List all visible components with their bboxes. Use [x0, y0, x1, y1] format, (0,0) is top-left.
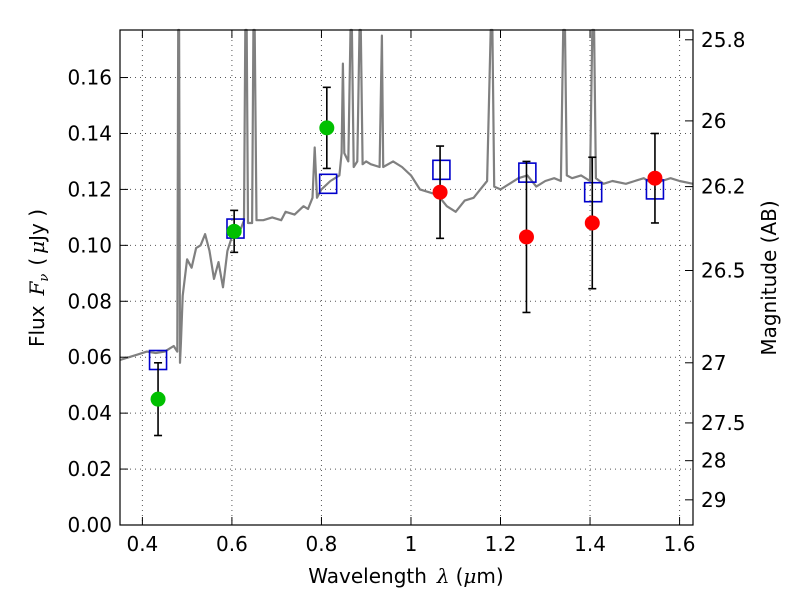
model-photometry-box-4 [518, 162, 537, 183]
y-axis-label: FluxFν(μJy ) [25, 209, 52, 347]
red-point-0 [432, 184, 448, 200]
model-photometry-box-5 [583, 181, 603, 203]
y-tick-label-3: 0.06 [67, 345, 112, 369]
red-point-1 [518, 229, 534, 245]
x-tick-label-5: 1.4 [574, 532, 606, 556]
green-point-1 [226, 223, 242, 239]
right-tick-label-3: 26.5 [701, 259, 746, 283]
plot-frame [119, 29, 694, 526]
red-point-3 [647, 170, 663, 186]
y-tick-label-6: 0.12 [67, 177, 112, 201]
x-tick-label-2: 0.8 [306, 532, 338, 556]
model-spectrum-line [119, 28, 694, 364]
y-tick-label-1: 0.02 [67, 457, 112, 481]
y-tick-label-5: 0.10 [67, 233, 112, 257]
x-tick-label-3: 1 [405, 532, 418, 556]
green-point-0 [150, 391, 166, 407]
right-tick-label-5: 27.5 [701, 411, 746, 435]
right-tick-label-7: 29 [701, 488, 726, 512]
x-tick-label-0: 0.4 [126, 532, 158, 556]
y-tick-label-7: 0.14 [67, 121, 112, 145]
model-photometry-box-2 [318, 173, 338, 195]
right-tick-label-1: 26 [701, 109, 726, 133]
x-tick-label-6: 1.6 [664, 532, 696, 556]
x-axis-label: Wavelength λ (μm) [308, 564, 503, 588]
y-tick-label-2: 0.04 [67, 401, 112, 425]
right-axis-label: Magnitude (AB) [757, 200, 781, 355]
x-tick-label-1: 0.6 [216, 532, 248, 556]
grid-lines [120, 30, 693, 525]
axis-ticks: 0.4 0.6 0.8 1 1.2 1.4 1.6 0.00 0.02 0.04 0.06 0.08 0… [67, 28, 745, 556]
data-layer [119, 28, 694, 437]
right-tick-label-2: 26.2 [701, 175, 746, 199]
right-tick-label-4: 27 [701, 351, 726, 375]
x-tick-label-4: 1.2 [485, 532, 517, 556]
right-tick-label-0: 25.8 [701, 28, 746, 52]
red-point-2 [584, 215, 600, 231]
right-tick-label-6: 28 [701, 449, 726, 473]
y-tick-label-0: 0.00 [67, 513, 112, 537]
green-point-2 [319, 120, 335, 136]
y-tick-label-8: 0.16 [67, 66, 112, 90]
model-photometry-box-3 [432, 159, 451, 181]
y-tick-label-4: 0.08 [67, 289, 112, 313]
